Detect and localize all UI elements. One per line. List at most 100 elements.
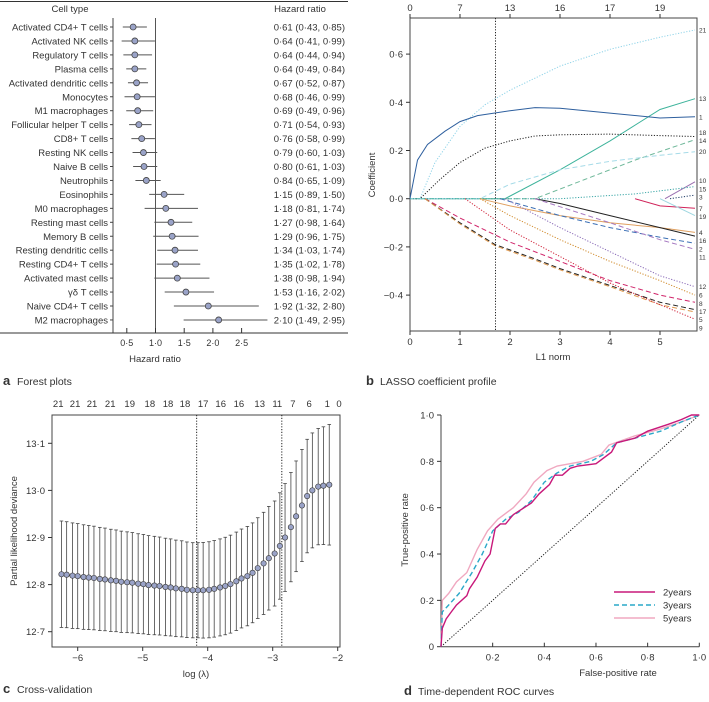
column-header-cell-type: Cell type [52,4,89,15]
top-tick-label: 18 [180,399,191,410]
mean-point [107,577,114,584]
cv-point [113,529,120,633]
hr-point [138,135,146,143]
coefficient-path-15 [410,186,696,200]
hr-point [160,190,168,198]
x-tick-label: 1·0 [149,338,162,348]
mean-point [276,542,283,550]
x-tick-label: 1·0 [692,653,706,664]
x-tick-label: 0 [407,337,412,348]
path-label: 4 [699,230,703,237]
mean-point [101,576,109,583]
top-tick-label: 0 [407,3,412,14]
hr-point [172,260,179,268]
coefficient-path-16 [534,198,696,237]
mean-point [217,584,224,591]
chance-diagonal [440,414,700,648]
roc-curve-2years [440,414,700,647]
y-tick-label: 0·4 [420,550,434,561]
mean-point [244,573,251,580]
top-tick-label: 13 [505,3,516,14]
row-label: γδ T cells [68,288,108,299]
cv-point [244,526,251,627]
y-tick-label: 0·6 [420,503,434,514]
coefficient-path-1 [409,107,696,199]
hr-value: 1·34 (1·03, 1·74) [274,246,345,257]
x-tick-label: 4 [607,337,612,348]
hr-point [204,302,212,310]
cv-point [211,540,218,638]
forest-row: Regulatory T cells 0·64 (0·44, 0·94) [32,50,345,61]
path-label: 5 [699,317,703,324]
mean-point [238,575,245,582]
row-label: Plasma cells [55,64,109,75]
mean-point [167,584,174,591]
path-label: 10 [699,178,707,185]
cv-point [58,520,65,628]
top-tick-label: 7 [290,399,295,410]
top-tick-label: 19 [124,399,135,410]
mean-point [249,569,256,576]
x-tick-label: 5 [657,337,662,348]
hr-value: 1·35 (1·02, 1·78) [274,260,345,271]
mean-point [162,583,169,591]
hr-value: 2·10 (1·49, 2·95) [274,315,345,326]
cv-point [309,432,316,549]
top-tick-label: 11 [272,399,282,410]
hr-point [131,51,139,59]
forest-row: CD8+ T cells 0·76 (0·58, 0·99) [54,134,345,145]
x-tick-label: 2 [507,337,512,348]
coefficient-path-4 [479,198,696,233]
hr-point [215,316,223,324]
cv-point [315,428,322,546]
x-tick-label: −6 [72,653,83,664]
panel-caption: Forest plots [17,376,72,388]
forest-row: Naive CD4+ T cells 1·92 (1·32, 2·80) [27,302,345,313]
y-tick-label: 0·0 [389,194,403,205]
hr-value: 0·64 (0·49, 0·84) [274,64,345,75]
hr-point [133,79,140,87]
cv-point [281,483,289,592]
x-tick-label: 1 [457,337,462,348]
x-tick-label: 0·5 [120,338,133,348]
cv-point [254,517,261,619]
mean-point [298,502,306,509]
row-label: Activated mast cells [24,274,108,285]
x-tick-label: −4 [202,653,213,664]
y-tick-label: 1·0 [420,411,434,422]
mean-point [304,493,311,500]
top-tick-label: 16 [215,399,226,410]
top-tick-label: 18 [145,399,156,410]
mean-point [320,482,327,489]
cv-point [183,541,190,638]
y-tick-label: 12·9 [26,533,45,544]
coefficient-path-5 [424,198,696,313]
y-tick-label: 0·6 [389,50,403,61]
row-label: Activated CD4+ T cells [12,23,108,34]
hr-point [173,274,181,282]
row-label: M2 macrophages [35,315,109,326]
row-label: Memory B cells [43,232,108,243]
hr-point [129,23,137,31]
cv-point [205,541,213,639]
y-tick-label: 0·2 [420,596,434,607]
panel-letter: c [3,681,10,696]
cv-point [167,538,174,637]
hr-value: 0·84 (0·65, 1·09) [274,176,345,187]
forest-row: Resting mast cells 1·27 (0·98, 1·64) [31,218,345,229]
top-tick-label: 18 [163,399,174,410]
row-label: Resting NK cells [38,148,108,159]
top-tick-label: 0 [336,399,341,410]
row-label: Activated dendritic cells [9,78,109,89]
cv-point [85,525,92,630]
forest-row: γδ T cells 1·53 (1·16, 2·02) [68,288,345,299]
y-tick-label: 0 [429,642,434,653]
hr-point [131,37,139,45]
cv-point [238,528,245,629]
path-label: 19 [699,214,707,221]
panel-letter: b [366,373,374,388]
hr-point [171,246,179,254]
path-label: 15 [699,186,707,193]
mean-point [271,550,278,557]
mean-point [85,574,92,581]
